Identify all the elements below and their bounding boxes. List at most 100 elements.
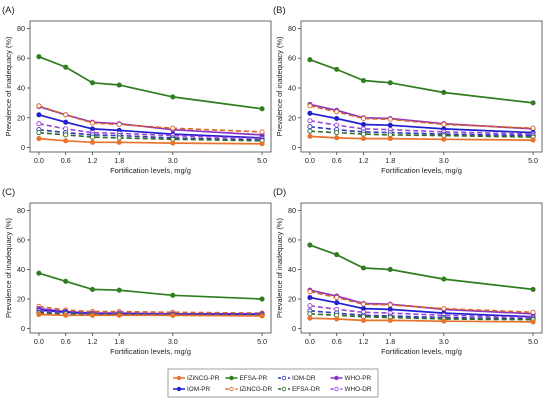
series-line [38, 131, 263, 142]
legend-label: IZiNCG-DR [240, 386, 273, 393]
data-point [360, 136, 367, 142]
x-axis-title: Fortification levels, mg/g [381, 166, 462, 175]
legend-swatch-marker [176, 386, 182, 392]
y-tick-label: 40 [288, 83, 296, 92]
y-axis-title: Prevalence of inadequacy (%) [4, 36, 13, 137]
data-point [360, 131, 367, 137]
data-point [170, 140, 176, 146]
data-point [307, 133, 313, 139]
legend-swatch-marker [281, 386, 287, 392]
x-tick-label: 1.2 [358, 156, 368, 165]
chart-panel-2: (B) 0 20 40 60 80 0.0 0.6 1.2 1.8 3.0 5.0 Fortificat… [273, 5, 543, 175]
data-point [530, 286, 536, 292]
data-point [170, 312, 176, 318]
data-point [307, 103, 313, 109]
data-point [36, 121, 42, 127]
y-tick-label: 40 [17, 265, 25, 274]
data-point [334, 109, 340, 115]
series-izincg-dr [307, 103, 536, 131]
data-point [307, 128, 313, 134]
plot-frame [29, 202, 272, 334]
x-tick-label: 0.6 [332, 337, 342, 346]
data-point [36, 112, 42, 118]
y-tick-label: 40 [17, 83, 25, 92]
data-point [387, 122, 393, 128]
data-point [36, 136, 42, 142]
x-tick-label: 5.0 [528, 337, 538, 346]
data-point [334, 115, 340, 122]
series-izincg-pr [307, 133, 536, 143]
legend-item: WHO-DR [330, 386, 372, 393]
data-point [307, 124, 313, 130]
data-point [307, 289, 313, 295]
data-point [36, 54, 42, 60]
data-point [36, 130, 42, 136]
y-tick-label: 20 [288, 113, 296, 122]
y-axis-title: Prevalence of inadequacy (%) [275, 217, 284, 318]
series-line [38, 122, 263, 140]
legend-item: WHO-PR [330, 375, 372, 382]
x-tick-label: 3.0 [168, 337, 178, 346]
chart-panel-3: (C) 0 20 40 60 80 0.0 0.6 1.2 1.8 3.0 5.0 Fortificat… [2, 187, 272, 356]
y-tick-label: 60 [288, 54, 296, 63]
y-tick-label: 80 [17, 24, 25, 33]
data-point [36, 270, 42, 276]
y-tick-label: 80 [288, 206, 296, 215]
x-tick-label: 1.2 [87, 156, 97, 165]
data-point [116, 312, 122, 318]
panel-label: (D) [273, 187, 286, 198]
y-tick-label: 80 [17, 206, 25, 215]
data-point [89, 139, 96, 145]
y-tick-label: 40 [288, 265, 296, 274]
data-point [334, 300, 340, 306]
series-efsa-pr [307, 57, 536, 106]
series-line [309, 112, 534, 134]
data-point [360, 77, 367, 84]
x-tick-label: 1.8 [385, 337, 395, 346]
data-point [530, 125, 536, 131]
data-point [334, 130, 340, 136]
legend-swatch-marker [334, 386, 339, 392]
x-axis-title: Fortification levels, mg/g [110, 347, 191, 356]
data-point [360, 317, 367, 323]
series-efsa-pr [36, 54, 265, 112]
data-point [259, 141, 265, 147]
data-point [307, 303, 313, 309]
data-point [307, 294, 313, 301]
chart-panel-1: (A) 0 20 40 60 80 0.0 0.6 1.2 1.8 3.0 5.0 Fortificat… [2, 5, 272, 175]
data-point [360, 265, 367, 271]
series-izincg-pr [307, 315, 536, 325]
data-point [307, 315, 313, 321]
series-line [38, 313, 263, 317]
series-line [38, 105, 263, 136]
data-point [307, 242, 313, 248]
y-tick-label: 20 [17, 295, 25, 304]
series-efsa-pr [36, 270, 265, 302]
x-tick-label: 1.8 [114, 337, 124, 346]
panel-label: (B) [273, 5, 286, 16]
legend-label: WHO-DR [345, 386, 372, 393]
series-line [309, 58, 534, 104]
x-axis-title: Fortification levels, mg/g [381, 347, 462, 356]
data-point [334, 135, 340, 141]
data-point [259, 106, 265, 112]
panel-label: (A) [2, 5, 15, 16]
series-izincg-dr [36, 103, 265, 135]
data-point [334, 294, 340, 301]
data-point [36, 103, 42, 109]
legend: IZiNCG-PR EFSA-PR IOM-DR WHO-PR IOM-PR IZiNCG… [167, 368, 379, 398]
series-line [309, 105, 534, 129]
data-point [63, 138, 69, 144]
series-line [309, 290, 534, 314]
legend-item: EFSA-DR [278, 386, 320, 393]
data-point [441, 89, 447, 96]
data-point [307, 110, 313, 116]
data-point [116, 82, 122, 88]
data-point [360, 121, 367, 128]
series-line [309, 310, 534, 320]
x-tick-label: 1.2 [358, 337, 368, 346]
data-point [89, 120, 96, 126]
x-tick-label: 3.0 [168, 156, 178, 165]
data-point [89, 286, 96, 292]
